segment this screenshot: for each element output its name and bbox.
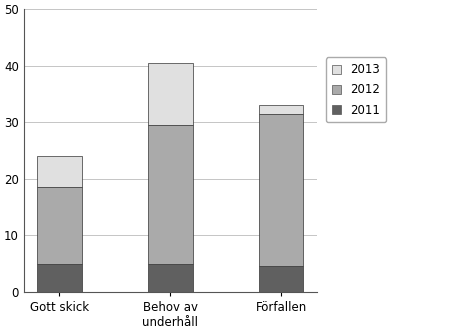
Bar — [258, 105, 303, 114]
Bar — [37, 263, 81, 292]
Bar — [148, 63, 192, 125]
Bar — [37, 156, 81, 187]
Bar — [148, 125, 192, 263]
Bar — [258, 114, 303, 266]
Bar — [258, 266, 303, 292]
Bar — [148, 263, 192, 292]
Legend: 2013, 2012, 2011: 2013, 2012, 2011 — [325, 58, 386, 123]
Bar — [37, 187, 81, 263]
